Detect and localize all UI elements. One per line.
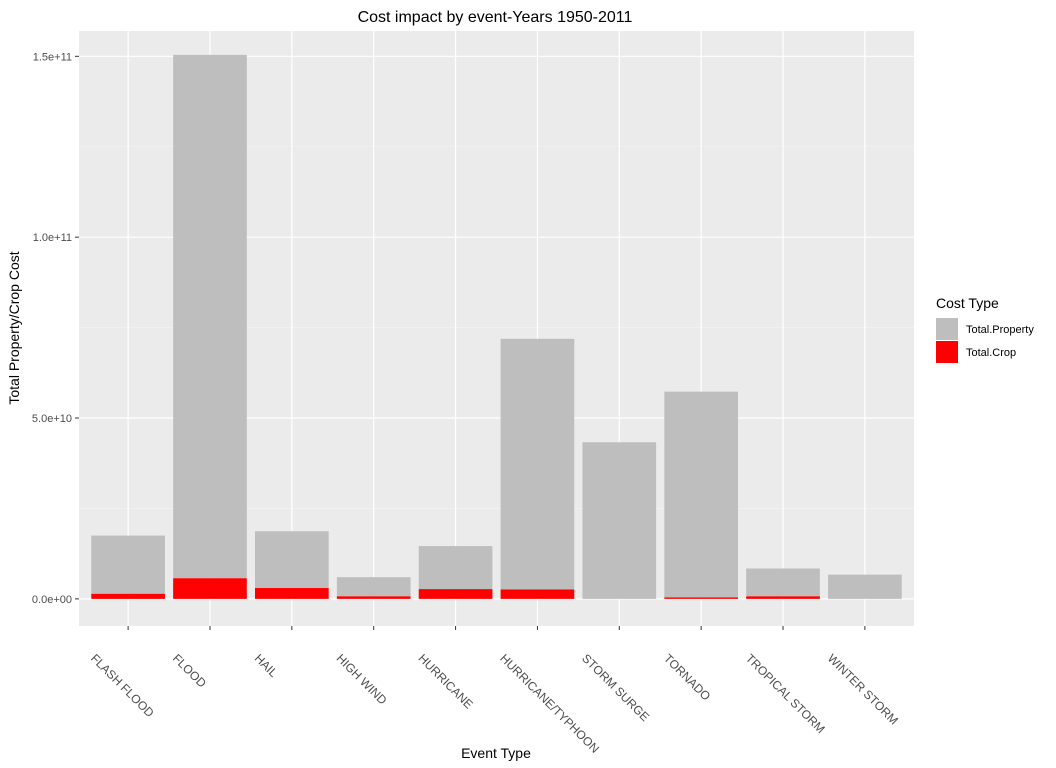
x-tick-label: HIGH WIND	[334, 651, 390, 707]
bar-total-crop	[418, 589, 493, 599]
y-tick-label: 5.0e+10	[32, 413, 72, 425]
x-tick-label: FLOOD	[170, 651, 209, 690]
legend-swatch	[936, 341, 958, 363]
bar-total-property	[91, 535, 165, 594]
bar-total-crop	[91, 593, 165, 599]
y-axis-title: Total Property/Crop Cost	[6, 251, 22, 404]
bar-total-property	[336, 577, 411, 597]
legend: Cost Type Total.Property Total.Crop	[936, 295, 1034, 363]
bar-total-property	[255, 531, 329, 589]
x-tick-label: HURRICANE	[415, 651, 475, 711]
y-axis: 0.0e+00 5.0e+10 1.0e+11 1.5e+11	[32, 51, 79, 606]
x-tick-label: TORNADO	[661, 651, 713, 703]
x-tick-label: TROPICAL STORM	[743, 651, 828, 736]
legend-swatch	[936, 318, 958, 340]
bar-total-property	[664, 391, 738, 598]
bar-total-crop	[336, 596, 411, 599]
legend-label: Total.Property	[966, 324, 1034, 336]
x-tick-label: FLASH FLOOD	[88, 651, 157, 720]
bar-total-property	[418, 546, 493, 590]
bars	[91, 54, 902, 599]
x-axis-title: Event Type	[461, 745, 531, 761]
x-tick-label: STORM SURGE	[579, 651, 652, 724]
x-axis: FLASH FLOOD FLOOD HAIL HIGH WIND HURRICANE HU…	[88, 626, 901, 756]
legend-title: Cost Type	[936, 295, 999, 311]
y-tick-label: 1.0e+11	[33, 232, 72, 244]
x-tick-label: HAIL	[252, 651, 281, 680]
legend-label: Total.Crop	[966, 347, 1016, 359]
bar-total-property	[582, 442, 657, 599]
chart-title: Cost impact by event-Years 1950-2011	[358, 9, 633, 26]
bar-total-property	[746, 568, 820, 597]
y-tick-label: 0.0e+00	[32, 594, 72, 606]
bar-total-property	[500, 338, 575, 590]
bar-total-crop	[173, 578, 247, 599]
bar-total-property	[828, 574, 902, 599]
bar-total-crop	[255, 588, 329, 599]
bar-total-crop	[664, 597, 738, 599]
bar-total-crop	[746, 596, 820, 599]
bar-total-property	[173, 54, 247, 579]
y-tick-label: 1.5e+11	[33, 51, 72, 63]
bar-total-crop	[500, 589, 575, 599]
x-tick-label: WINTER STORM	[825, 651, 901, 727]
